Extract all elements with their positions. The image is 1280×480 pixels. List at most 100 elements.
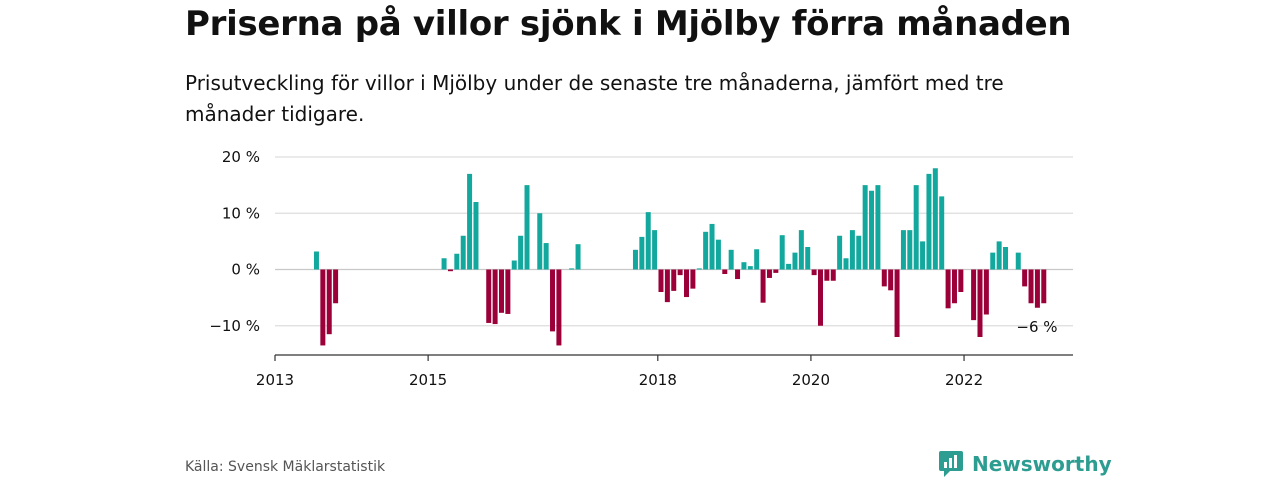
bar-negative [888,269,894,291]
bar-positive [920,241,926,270]
bar-negative [971,269,977,321]
bar-positive [792,252,798,270]
bar-negative [556,269,562,346]
bar-negative [773,269,779,273]
bar-positive [805,247,811,270]
x-tick-label: 2022 [945,371,983,389]
y-tick-label: 10 % [222,204,260,222]
chart-subtitle: Prisutveckling för villor i Mjölby under… [185,71,1004,126]
bar-negative [881,269,887,287]
bar-positive [518,235,524,270]
bar-positive [703,231,709,270]
bars [313,168,1047,346]
bar-negative [735,269,741,280]
bar-negative [658,269,664,292]
x-tick-label: 2020 [792,371,830,389]
bar-negative [811,269,817,276]
bar-positive [926,173,932,270]
bar-chart: −10 % 0 % 10 % 20 % 2013 2015 2018 2020 2022 −6… [209,148,1073,389]
bar-negative [1041,269,1047,304]
bar-negative [664,269,670,303]
last-value-annotation: −6 % [1016,318,1057,336]
bar-positive [1003,247,1009,270]
bar-negative [1022,269,1028,287]
bar-positive [798,230,804,270]
bar-positive [524,185,530,270]
bar-positive [913,185,919,270]
y-tick-label: −10 % [209,317,260,335]
bar-negative [505,269,511,314]
bar-negative [983,269,989,315]
y-axis-tick-labels: −10 % 0 % 10 % 20 % [209,148,260,335]
bar-positive [779,235,785,270]
bar-negative [486,269,492,323]
y-tick-label: 20 % [222,148,260,166]
bar-positive [786,263,792,270]
bar-positive [632,249,638,270]
bar-positive [837,235,843,270]
newsworthy-logo-icon [939,451,963,477]
bar-positive [575,244,581,270]
bar-positive [939,196,945,270]
bar-positive [856,235,862,270]
bar-negative [326,269,332,335]
bar-negative [498,269,504,313]
source-note: Källa: Svensk Mäklarstatistik [185,459,386,475]
bar-positive [741,262,747,270]
bar-positive [715,239,721,270]
bar-positive [862,185,868,270]
bar-negative [492,269,498,325]
bar-positive [454,253,460,270]
bar-negative [958,269,964,292]
bar-positive [467,173,473,270]
bar-negative [760,269,766,303]
bar-positive [875,185,881,270]
bar-positive [1015,252,1021,270]
bar-negative [690,269,696,289]
bar-positive [747,266,753,270]
bar-positive [754,249,760,270]
bar-negative [1034,269,1040,308]
y-tick-label: 0 % [231,261,260,279]
bar-positive [990,252,996,270]
bar-negative [671,269,677,291]
bar-negative [951,269,957,304]
bar-positive [728,249,734,270]
bar-positive [460,235,466,270]
bar-positive [473,202,479,270]
bar-positive [869,190,875,270]
bar-positive [709,223,715,270]
bar-positive [843,258,849,270]
bar-negative [830,269,836,281]
bar-positive [849,230,855,270]
bar-negative [894,269,900,337]
bar-positive [569,268,575,270]
bar-negative [766,269,772,278]
bar-positive [537,213,543,270]
bar-positive [907,230,913,270]
bar-negative [677,269,683,276]
chart-title: Priserna på villor sjönk i Mjölby förra … [185,4,1072,44]
bar-negative [945,269,951,309]
brand-name: Newsworthy [972,452,1112,476]
bar-negative [550,269,556,332]
bar-negative [320,269,326,346]
bar-negative [824,269,830,281]
bar-negative [333,269,339,304]
brand-logo[interactable]: Newsworthy [938,450,1112,478]
bar-positive [645,212,651,270]
bar-positive [652,230,658,270]
bar-negative [1028,269,1034,304]
bar-negative [722,269,728,274]
bar-positive [441,258,447,270]
bar-negative [447,269,453,272]
x-axis: 2013 2015 2018 2020 2022 [256,354,1073,389]
x-tick-label: 2013 [256,371,294,389]
bar-negative [684,269,690,298]
bar-positive [900,230,906,270]
x-tick-label: 2018 [639,371,677,389]
bar-positive [696,268,702,270]
bar-positive [313,251,319,270]
x-tick-label: 2015 [409,371,447,389]
bar-negative [817,269,823,326]
